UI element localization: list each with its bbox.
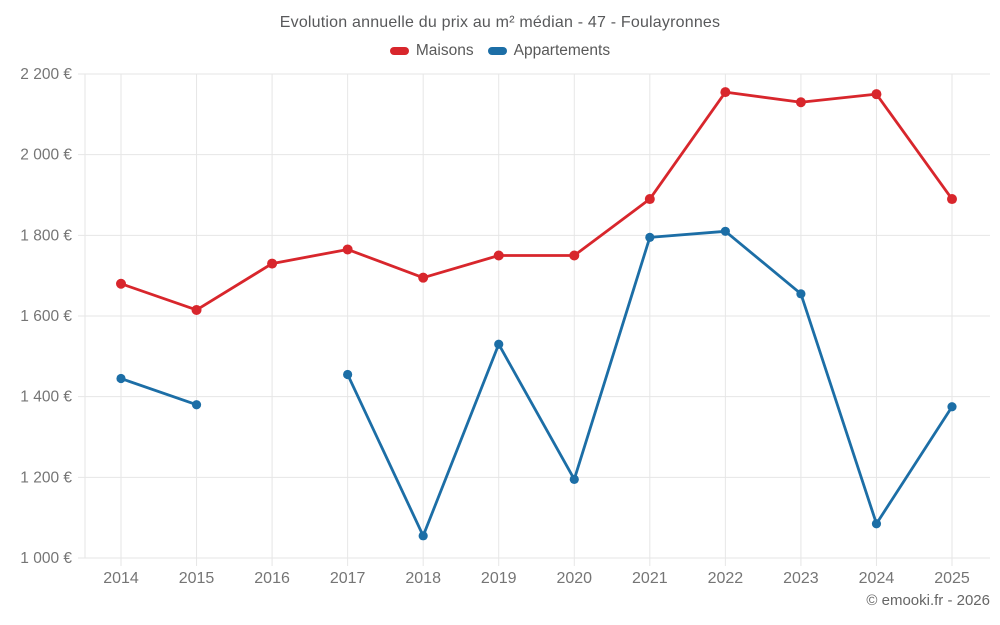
x-tick-label: 2023 — [783, 570, 819, 587]
x-tick-label: 2016 — [254, 570, 290, 587]
data-point — [795, 97, 806, 108]
legend-label-maisons: Maisons — [415, 42, 474, 59]
data-point — [116, 278, 126, 289]
y-tick-label: 1 400 € — [20, 389, 72, 406]
data-point — [720, 87, 731, 98]
legend-item-maisons[interactable]: Maisons — [389, 42, 474, 60]
data-point — [569, 474, 579, 484]
data-point — [191, 400, 202, 410]
series-line — [119, 377, 198, 407]
data-point — [342, 244, 353, 255]
x-tick-label: 2017 — [330, 570, 366, 587]
y-tick-label: 1 800 € — [20, 227, 72, 244]
data-point — [494, 339, 504, 349]
data-point — [418, 531, 428, 541]
data-point — [191, 304, 202, 315]
data-point — [947, 194, 957, 205]
chart-title: Evolution annuelle du prix au m² médian … — [279, 14, 721, 31]
data-point — [343, 369, 353, 380]
x-tick-label: 2014 — [103, 570, 139, 587]
maisons-swatch-icon — [389, 47, 409, 55]
y-axis-labels: 1 000 € 1 200 € 1 400 € 1 600 € 1 800 € 2 000… — [20, 66, 72, 567]
gridlines — [78, 73, 990, 566]
data-point — [796, 289, 806, 299]
series-line — [119, 90, 954, 312]
x-tick-label: 2025 — [934, 570, 970, 587]
appartements-swatch-icon — [487, 47, 507, 55]
credit-text: © emooki.fr - 2026 — [866, 592, 990, 609]
data-point — [871, 519, 882, 529]
y-tick-label: 1 200 € — [20, 469, 72, 486]
data-point — [493, 250, 504, 261]
data-point — [569, 250, 580, 261]
data-point — [644, 194, 655, 205]
data-point — [418, 272, 429, 283]
x-tick-label: 2021 — [632, 570, 668, 587]
x-tick-label: 2019 — [481, 570, 517, 587]
chart-legend: Maisons Appartements — [0, 42, 1000, 60]
data-point — [645, 232, 655, 242]
x-tick-label: 2018 — [405, 570, 441, 587]
legend-label-appartements: Appartements — [513, 42, 611, 59]
x-tick-label: 2024 — [859, 570, 895, 587]
data-point — [267, 258, 278, 269]
data-point — [720, 226, 730, 236]
series-appartements — [116, 226, 957, 541]
y-tick-label: 2 200 € — [20, 66, 72, 83]
x-tick-label: 2022 — [708, 570, 744, 587]
data-point — [947, 402, 957, 412]
x-axis-labels: 2014 2015 2016 2017 2018 2019 2020 2021 2022 2023… — [103, 570, 970, 587]
y-tick-label: 2 000 € — [20, 147, 72, 164]
data-point — [116, 373, 126, 384]
y-tick-label: 1 000 € — [20, 550, 72, 567]
x-tick-label: 2015 — [179, 570, 215, 587]
data-point — [871, 89, 882, 100]
x-tick-label: 2020 — [556, 570, 592, 587]
y-tick-label: 1 600 € — [20, 308, 72, 325]
legend-item-appartements[interactable]: Appartements — [487, 42, 611, 60]
series-maisons — [116, 87, 957, 315]
